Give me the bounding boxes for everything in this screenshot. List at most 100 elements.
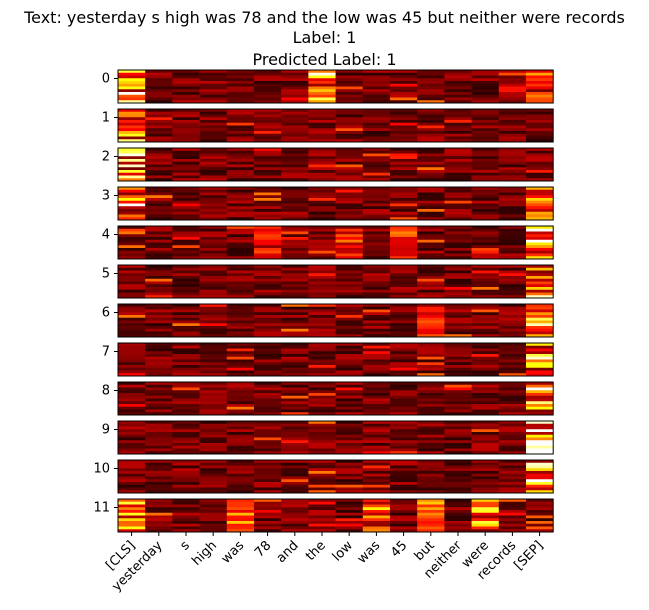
heatmap-cell — [498, 228, 527, 232]
heatmap-cell — [254, 167, 282, 171]
heatmap-cell — [226, 94, 255, 98]
heatmap-cell — [308, 448, 336, 452]
heatmap-cell — [498, 370, 527, 374]
heatmap-cell — [498, 211, 527, 215]
heatmap-cell — [417, 401, 445, 405]
heatmap-cell — [254, 295, 282, 299]
heatmap-cell — [417, 125, 445, 129]
heatmap-cell — [118, 253, 146, 257]
heatmap-cell — [526, 86, 554, 90]
heatmap-cell — [118, 354, 146, 358]
heatmap-cell — [471, 125, 500, 129]
heatmap-cell — [390, 365, 418, 369]
heatmap-cell — [281, 523, 309, 527]
heatmap-cell — [308, 289, 336, 293]
heatmap-cell — [226, 172, 255, 176]
heatmap-cell — [145, 86, 173, 90]
heatmap-cell — [118, 421, 146, 425]
heatmap-cell — [417, 354, 445, 358]
heatmap-cell — [281, 345, 309, 349]
heatmap-cell — [335, 133, 364, 137]
heatmap-cell — [118, 83, 146, 87]
heatmap-cell — [498, 412, 527, 416]
heatmap-cell — [281, 265, 309, 269]
heatmap-cell — [362, 521, 391, 525]
heatmap-cell — [308, 265, 336, 269]
heatmap-cell — [335, 473, 364, 477]
heatmap-cell — [145, 465, 173, 469]
heatmap-cell — [308, 404, 336, 408]
heatmap-cell — [199, 362, 228, 366]
heatmap-cell — [118, 211, 146, 215]
heatmap-cell — [172, 170, 200, 174]
heatmap-cell — [254, 320, 282, 324]
heatmap-cell — [498, 192, 527, 196]
heatmap-cell — [254, 443, 282, 447]
heatmap-cell — [226, 362, 255, 366]
heatmap-cell — [308, 328, 336, 332]
panel-frame — [117, 108, 554, 143]
heatmap-cell — [118, 284, 146, 288]
heatmap-cell — [498, 465, 527, 469]
heatmap-cell — [498, 484, 527, 488]
heatmap-cell — [444, 409, 472, 413]
heatmap-cell — [118, 237, 146, 241]
heatmap-cell — [226, 504, 255, 508]
heatmap-cell — [172, 326, 200, 330]
chart-title-predicted: Predicted Label: 1 — [252, 50, 397, 69]
heatmap-cell — [172, 284, 200, 288]
heatmap-cell — [444, 120, 472, 124]
heatmap-cell — [362, 156, 391, 160]
heatmap-cell — [362, 159, 391, 163]
heatmap-cell — [254, 356, 282, 360]
heatmap-cell — [199, 315, 228, 319]
heatmap-cell — [444, 448, 472, 452]
heatmap-cell — [498, 362, 527, 366]
heatmap-cell — [390, 281, 418, 285]
heatmap-cell — [444, 198, 472, 202]
heatmap-cell — [254, 148, 282, 152]
heatmap-cell — [444, 507, 472, 511]
heatmap-cell — [498, 72, 527, 76]
heatmap-cell — [308, 114, 336, 118]
heatmap-cell — [308, 504, 336, 508]
heatmap-cell — [254, 164, 282, 168]
heatmap-cell — [199, 370, 228, 374]
heatmap-cell — [226, 320, 255, 324]
heatmap-cell — [281, 373, 309, 377]
heatmap-cell — [308, 136, 336, 140]
heatmap-cell — [471, 111, 500, 115]
heatmap-cell — [281, 384, 309, 388]
heatmap-cell — [172, 136, 200, 140]
heatmap-cell — [417, 161, 445, 165]
heatmap-cell — [226, 195, 255, 199]
heatmap-cell — [390, 429, 418, 433]
heatmap-cell — [498, 401, 527, 405]
heatmap-cell — [145, 331, 173, 335]
heatmap-cell — [390, 150, 418, 154]
heatmap-cell — [254, 468, 282, 472]
heatmap-cell — [471, 195, 500, 199]
heatmap-cell — [526, 195, 554, 199]
heatmap-cell — [444, 245, 472, 249]
heatmap-cell — [444, 250, 472, 254]
heatmap-cell — [118, 250, 146, 254]
heatmap-cell — [526, 395, 554, 399]
heatmap-cell — [498, 490, 527, 494]
heatmap-cell — [226, 239, 255, 243]
heatmap-cell — [145, 195, 173, 199]
heatmap-cell — [335, 501, 364, 505]
heatmap-cell — [471, 404, 500, 408]
heatmap-cell — [417, 443, 445, 447]
heatmap-cell — [172, 437, 200, 441]
heatmap-cell — [118, 351, 146, 355]
heatmap-cell — [172, 526, 200, 530]
heatmap-cell — [362, 512, 391, 516]
heatmap-cell — [335, 237, 364, 241]
heatmap-cell — [281, 356, 309, 360]
heatmap-cell — [145, 390, 173, 394]
heatmap-cell — [145, 382, 173, 386]
heatmap-cell — [471, 287, 500, 291]
heatmap-cell — [417, 239, 445, 243]
heatmap-cell — [335, 239, 364, 243]
